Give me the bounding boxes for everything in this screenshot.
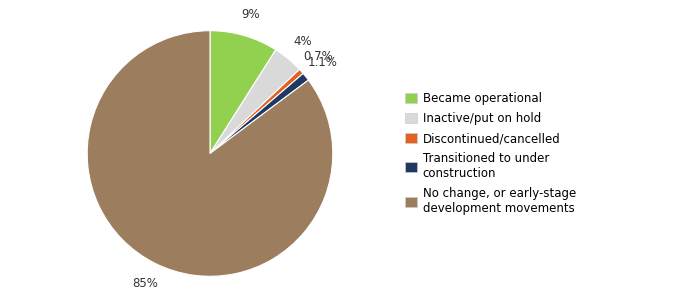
- Text: 4%: 4%: [293, 35, 312, 48]
- Wedge shape: [210, 69, 303, 154]
- Text: 9%: 9%: [241, 8, 260, 21]
- Wedge shape: [210, 31, 276, 154]
- Legend: Became operational, Inactive/put on hold, Discontinued/cancelled, Transitioned t: Became operational, Inactive/put on hold…: [405, 92, 576, 215]
- Wedge shape: [210, 50, 300, 154]
- Text: 0.7%: 0.7%: [303, 50, 332, 63]
- Wedge shape: [210, 73, 309, 154]
- Text: 85%: 85%: [132, 277, 158, 290]
- Wedge shape: [88, 31, 332, 276]
- Text: 1.1%: 1.1%: [308, 56, 338, 69]
